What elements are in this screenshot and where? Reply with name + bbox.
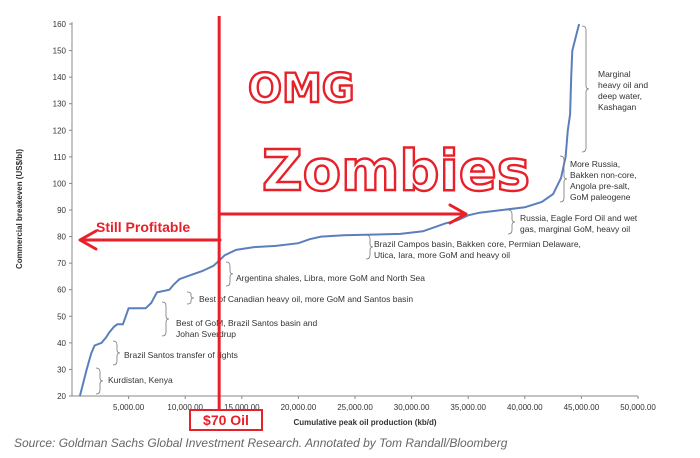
segment-label-canadian: Best of Canadian heavy oil, more GoM and… (199, 294, 413, 304)
zombies-arrow (218, 203, 468, 225)
y-tick-label: 40 (57, 339, 66, 348)
x-tick-label: 10,000.00 (167, 403, 203, 412)
segment-labels: Kurdistan, Kenya Brazil Santos transfer o… (108, 69, 648, 385)
y-tick-label: 90 (57, 206, 66, 215)
segment-label-argentina: Argentina shales, Libra, more GoM and No… (236, 273, 425, 283)
bracket-more-russia (559, 155, 568, 203)
segment-label-more-russia: GoM paleogene (570, 192, 631, 202)
segment-label-best-gom: Best of GoM, Brazil Santos basin and (176, 318, 318, 328)
segment-label-russia-eagle: Russia, Eagle Ford Oil and wet (520, 213, 638, 223)
y-tick-label: 70 (57, 259, 66, 268)
bracket-kurdistan (95, 367, 104, 395)
segment-label-brazil-campos: Utica, Iara, more GoM and heavy oil (374, 250, 510, 260)
y-tick-label: 100 (53, 179, 67, 188)
bracket-brazil-campos (365, 234, 374, 260)
bracket-marginal (581, 25, 590, 153)
segment-label-more-russia: Bakken non-core, (570, 170, 637, 180)
y-tick-label: 50 (57, 312, 66, 321)
segment-label-best-gom: Johan Sverdrup (176, 329, 236, 339)
bracket-best-gom (161, 301, 170, 337)
bracket-argentina (225, 261, 234, 287)
x-tick-label: 15,000.00 (224, 403, 260, 412)
x-tick-label: 30,000.00 (394, 403, 430, 412)
still-profitable-arrow (78, 229, 222, 251)
segment-label-marginal: deep water, (598, 91, 642, 101)
y-tick-label: 80 (57, 233, 66, 242)
annotations: Still Profitable OMG Zombies $70 Oil (78, 16, 531, 431)
segment-label-marginal: Kashagan (598, 102, 637, 112)
y-tick-label: 160 (53, 20, 67, 29)
x-tick-label: 35,000.00 (450, 403, 486, 412)
bracket-brazil-santos (112, 340, 121, 366)
segment-label-more-russia: More Russia, (570, 159, 620, 169)
y-tick-label: 130 (53, 100, 67, 109)
x-axis-title: Cumulative peak oil production (kb/d) (293, 418, 436, 427)
segment-label-marginal: heavy oil and (598, 80, 648, 90)
source-caption: Source: Goldman Sachs Global Investment … (14, 436, 508, 450)
x-tick-label: 20,000.00 (281, 403, 317, 412)
x-axis-ticks: 5,000.00 10,000.00 15,000.00 20,000.00 25,00… (113, 396, 656, 412)
segment-label-kurdistan: Kurdistan, Kenya (108, 375, 173, 385)
x-tick-label: 25,000.00 (337, 403, 373, 412)
omg-text: OMG (248, 66, 355, 112)
still-profitable-label: Still Profitable (96, 219, 190, 235)
y-tick-label: 110 (53, 153, 66, 162)
y-tick-label: 150 (53, 47, 67, 56)
x-tick-label: 50,000.00 (620, 403, 656, 412)
y-tick-label: 120 (53, 126, 67, 135)
y-tick-label: 140 (53, 73, 67, 82)
segment-label-more-russia: Angola pre-salt, (570, 181, 630, 191)
series-points (79, 23, 580, 397)
x-tick-label: 40,000.00 (507, 403, 543, 412)
series-line (78, 23, 581, 397)
y-axis-title: Commercial breakeven (US$/bl) (15, 149, 24, 269)
y-tick-label: 20 (57, 392, 66, 401)
segment-brackets (95, 25, 590, 395)
x-tick-label: 5,000.00 (113, 403, 145, 412)
bracket-canadian (186, 291, 195, 305)
price-label-box (189, 409, 263, 431)
bracket-russia-eagle (507, 209, 516, 235)
y-axis-ticks: 20 30 40 50 60 70 80 90 100 110 120 130 140 150 160 (53, 20, 72, 401)
y-tick-label: 60 (57, 286, 66, 295)
segment-label-russia-eagle: gas, marginal GoM, heavy oil (520, 224, 630, 234)
y-tick-label: 30 (57, 365, 66, 374)
zombies-text: Zombies (262, 139, 530, 204)
price-label: $70 Oil (203, 412, 249, 428)
segment-label-marginal: Marginal (598, 69, 631, 79)
axes (71, 22, 638, 397)
segment-label-brazil-santos: Brazil Santos transfer of rights (124, 350, 238, 360)
x-tick-label: 45,000.00 (564, 403, 600, 412)
segment-label-brazil-campos: Brazil Campos basin, Bakken core, Permia… (374, 239, 581, 249)
